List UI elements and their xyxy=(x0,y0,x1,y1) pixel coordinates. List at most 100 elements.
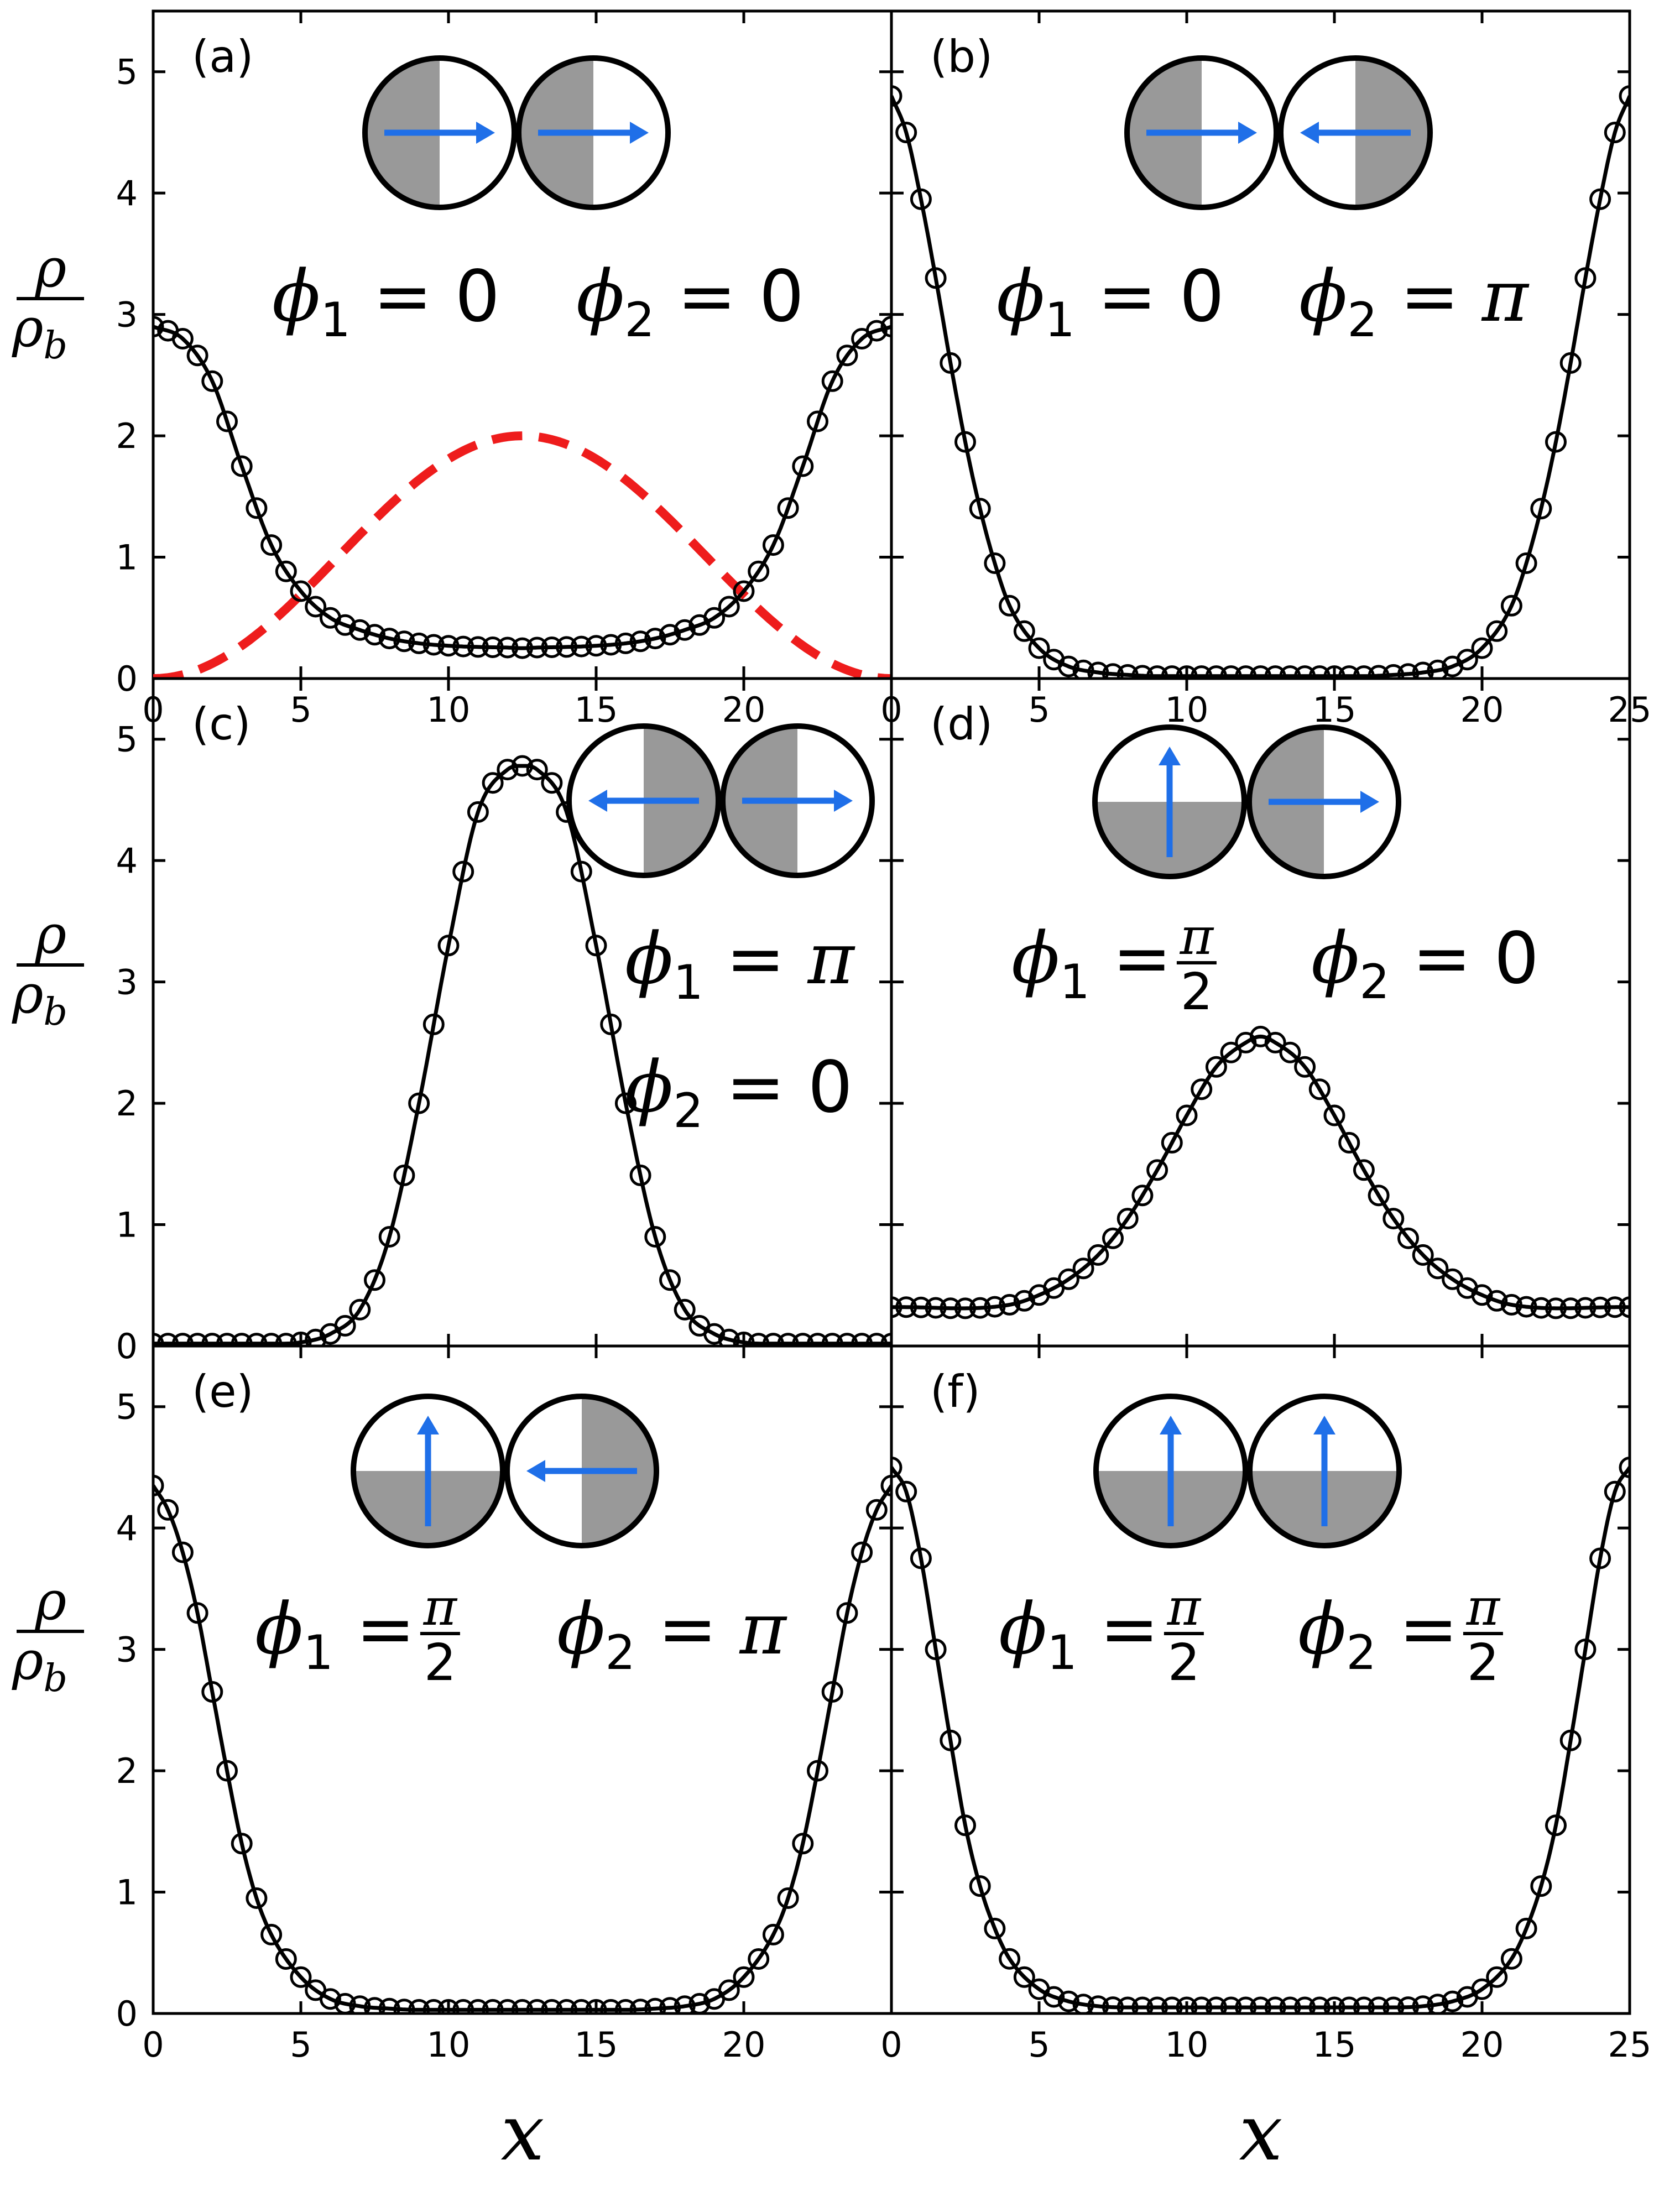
data-point xyxy=(422,1013,445,1035)
data-point xyxy=(260,1333,283,1346)
data-point xyxy=(1176,665,1198,679)
data-point xyxy=(585,1999,607,2013)
plot-area xyxy=(153,755,891,1346)
data-point xyxy=(1279,665,1301,679)
data-point xyxy=(585,935,607,957)
data-point xyxy=(910,1296,932,1318)
data-point xyxy=(851,1541,873,1563)
x-tick-label: 20 xyxy=(722,2025,766,2065)
data-point xyxy=(201,1333,223,1346)
data-point xyxy=(1500,1948,1522,1970)
data-point xyxy=(910,1547,932,1569)
x-tick-label: 20 xyxy=(722,690,766,730)
data-point xyxy=(1397,1227,1419,1249)
data-point xyxy=(910,188,932,210)
phi2-label: ϕ2 = π xyxy=(557,1588,787,1681)
data-point xyxy=(246,1887,268,1909)
data-point xyxy=(954,431,976,453)
data-point xyxy=(1559,1729,1582,1751)
x-tick-label: 15 xyxy=(1313,690,1357,730)
data-point xyxy=(659,1269,681,1291)
data-point xyxy=(1308,1078,1331,1100)
data-point xyxy=(1102,1996,1124,2013)
particle-outline xyxy=(504,1394,659,1548)
data-point xyxy=(1604,1296,1626,1318)
phi2-label: ϕ2 = π xyxy=(1299,255,1530,348)
arrow-head xyxy=(1160,1416,1182,1434)
x-tick-label: 0 xyxy=(142,2025,164,2065)
data-point xyxy=(999,1293,1021,1316)
data-point xyxy=(836,1333,858,1346)
particle-outline xyxy=(566,723,721,878)
panel-b: 0 5 10 15 20 25(b)ϕ1 = 0 ϕ2 = π xyxy=(880,9,1651,730)
panel-d: (d) ϕ1 = π2 ϕ2 = 0 xyxy=(890,677,1631,1348)
data-point xyxy=(1146,1159,1168,1181)
data-point xyxy=(408,1092,430,1114)
data-point xyxy=(807,410,828,432)
phi2-label-den: 2 xyxy=(1467,1633,1500,1692)
data-point xyxy=(940,352,962,374)
data-point xyxy=(792,1333,814,1346)
phi2-label-num: π xyxy=(1466,1578,1501,1637)
data-point xyxy=(1205,1996,1227,2013)
data-point xyxy=(940,1729,962,1751)
data-point xyxy=(1604,1480,1626,1503)
data-point xyxy=(1117,1208,1139,1230)
y-tick-label: 3 xyxy=(116,295,138,335)
data-point xyxy=(349,1995,371,2013)
phi1-label-den: 2 xyxy=(1168,1633,1201,1692)
phi1-label-num: π xyxy=(423,1578,458,1637)
data-point xyxy=(891,1457,902,1478)
data-point xyxy=(792,1833,814,1855)
data-point xyxy=(895,122,917,143)
data-point xyxy=(1146,665,1168,679)
data-point xyxy=(674,1298,696,1321)
data-point xyxy=(891,1296,902,1318)
data-point xyxy=(880,1474,891,1496)
arrow-head xyxy=(1300,122,1319,144)
data-point xyxy=(231,455,253,477)
y-tick-label: 1 xyxy=(116,1872,138,1913)
data-point xyxy=(526,759,548,781)
solid-series-line xyxy=(153,325,891,650)
data-point xyxy=(1087,661,1109,679)
data-point xyxy=(733,1331,755,1346)
y-tick-label: 2 xyxy=(116,1083,138,1124)
y-tick-label: 0 xyxy=(116,659,138,699)
data-point xyxy=(570,635,592,658)
data-point xyxy=(467,801,489,823)
janus-particle-right-icon xyxy=(1247,1394,1402,1548)
y-label-rho-b: ρb xyxy=(12,1630,67,1700)
data-point xyxy=(408,1999,430,2013)
y-tick-label: 2 xyxy=(116,416,138,456)
data-point xyxy=(762,1923,784,1945)
data-point xyxy=(260,534,283,556)
panel-frame xyxy=(890,1344,1631,2015)
x-tick-label: 5 xyxy=(290,2025,311,2065)
data-point xyxy=(186,345,208,367)
data-point xyxy=(246,1333,268,1346)
arrow-head xyxy=(417,1416,439,1434)
data-point xyxy=(851,1333,873,1346)
panel-label: (d) xyxy=(930,698,993,750)
data-point xyxy=(201,370,223,392)
y-label-rho-b: ρb xyxy=(12,963,67,1034)
data-point xyxy=(1235,665,1257,679)
data-point xyxy=(969,1875,991,1897)
data-point xyxy=(1264,1996,1286,2013)
data-point xyxy=(674,1995,696,2013)
data-point xyxy=(1383,1208,1405,1230)
data-point xyxy=(1574,1297,1597,1319)
y-tick-label: 5 xyxy=(116,719,138,760)
data-point xyxy=(437,1999,460,2013)
data-point xyxy=(1072,659,1094,679)
data-point xyxy=(1220,1041,1242,1063)
data-point xyxy=(895,1480,917,1503)
data-point xyxy=(305,1328,327,1346)
data-point xyxy=(275,1948,297,1970)
data-point xyxy=(570,860,592,883)
data-point xyxy=(925,267,947,289)
data-point xyxy=(688,1992,711,2013)
data-point xyxy=(1530,1875,1552,1897)
data-point xyxy=(467,636,489,658)
